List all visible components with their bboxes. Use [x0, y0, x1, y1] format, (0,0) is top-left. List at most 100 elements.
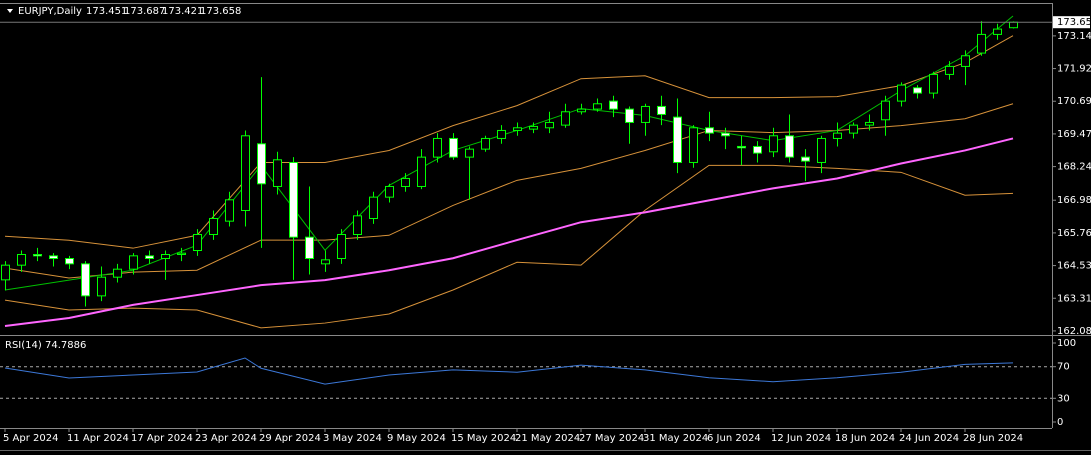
candle-body	[145, 255, 154, 260]
y-tick-label: 0	[1057, 417, 1063, 428]
indicator-line	[4, 35, 1014, 249]
y-tick-label: 169.470	[1057, 129, 1091, 140]
candle-body	[513, 127, 522, 131]
candle-body	[881, 100, 890, 121]
candle-body	[17, 254, 26, 266]
candle-body	[257, 143, 266, 185]
candle-body	[849, 124, 858, 134]
y-tick-label: 173.145	[1057, 31, 1091, 42]
y-tick-label: 164.535	[1057, 261, 1091, 272]
candle-body	[929, 73, 938, 94]
x-tick-label: 23 Apr 2024	[195, 433, 257, 444]
y-tick-label: 171.920	[1057, 64, 1091, 75]
candle-body	[369, 196, 378, 219]
y-tick-label: 170.695	[1057, 96, 1091, 107]
y-tick-label: 30	[1057, 393, 1070, 404]
candle-body	[833, 132, 842, 139]
candle-body	[401, 177, 410, 187]
x-tick-label: 12 Jun 2024	[771, 433, 831, 444]
header-close: 173.658	[200, 6, 241, 17]
candle-body	[193, 233, 202, 251]
candle-body	[1, 264, 10, 281]
candle-body	[1009, 21, 1018, 29]
candle-body	[33, 254, 42, 257]
x-tick-label: 15 May 2024	[451, 433, 516, 444]
header-low: 173.421	[162, 6, 203, 17]
header-high: 173.687	[124, 6, 165, 17]
candle-body	[225, 199, 234, 222]
candle-body	[561, 111, 570, 126]
candle-body	[705, 127, 714, 134]
candle-body	[433, 137, 442, 158]
y-tick-label: 166.985	[1057, 195, 1091, 206]
candle-body	[721, 132, 730, 137]
candle-body	[753, 145, 762, 154]
candle-body	[49, 255, 58, 260]
candle-body	[321, 259, 330, 265]
candle-body	[689, 127, 698, 163]
candle-body	[769, 135, 778, 153]
candle-body	[161, 254, 170, 260]
candle-body	[417, 156, 426, 187]
candle-body	[129, 255, 138, 270]
indicator-line	[4, 137, 1014, 327]
candle-body	[289, 161, 298, 238]
candle-body	[481, 137, 490, 150]
candle-body	[785, 135, 794, 158]
candle-body	[577, 108, 586, 113]
x-tick-label: 21 May 2024	[515, 433, 580, 444]
x-tick-label: 11 Apr 2024	[67, 433, 129, 444]
x-tick-label: 28 Jun 2024	[963, 433, 1023, 444]
y-tick-label: 162.085	[1057, 326, 1091, 337]
price-label-box	[1053, 16, 1090, 29]
candle-body	[241, 135, 250, 211]
candle-body	[977, 33, 986, 54]
candle-body	[209, 217, 218, 235]
y-tick-label: 163.310	[1057, 293, 1091, 304]
candle-body	[625, 108, 634, 123]
y-tick-label: 100	[1057, 338, 1076, 349]
header-open: 173.451	[86, 6, 127, 17]
candle-body	[993, 28, 1002, 35]
indicator-line	[4, 164, 1014, 329]
candle-body	[353, 215, 362, 235]
candle-body	[497, 129, 506, 139]
x-tick-label: 24 Jun 2024	[899, 433, 959, 444]
candle-body	[961, 55, 970, 67]
candle-body	[593, 103, 602, 110]
candle-body	[945, 65, 954, 75]
y-tick-label: 165.760	[1057, 228, 1091, 239]
x-tick-label: 27 May 2024	[579, 433, 644, 444]
candle-body	[305, 236, 314, 260]
candle-body	[113, 268, 122, 278]
menu-arrow[interactable]	[7, 9, 13, 13]
candle-body	[545, 121, 554, 129]
price-label: 173.658	[1057, 17, 1091, 28]
candle-body	[97, 276, 106, 297]
x-tick-label: 3 May 2024	[323, 433, 382, 444]
candle-body	[897, 84, 906, 102]
x-tick-label: 31 May 2024	[643, 433, 708, 444]
candle-body	[737, 145, 746, 149]
candle-body	[449, 137, 458, 158]
candle-body	[817, 137, 826, 163]
x-tick-label: 17 Apr 2024	[131, 433, 193, 444]
symbol-title: EURJPY,Daily	[18, 6, 82, 17]
candle-body	[273, 159, 282, 187]
x-tick-label: 18 Jun 2024	[835, 433, 895, 444]
candle-body	[65, 258, 74, 265]
candle-body	[81, 263, 90, 297]
indicator-line	[4, 103, 1014, 279]
candle-body	[913, 87, 922, 94]
rsi-title: RSI(14)	[5, 340, 42, 351]
y-tick-label: 70	[1057, 362, 1070, 373]
rsi-value: 74.7886	[45, 340, 86, 351]
x-tick-label: 29 Apr 2024	[259, 433, 321, 444]
candle-body	[641, 105, 650, 123]
candle-body	[465, 148, 474, 158]
candle-body	[801, 156, 810, 162]
candle-body	[865, 121, 874, 126]
x-tick-label: 5 Apr 2024	[3, 433, 58, 444]
